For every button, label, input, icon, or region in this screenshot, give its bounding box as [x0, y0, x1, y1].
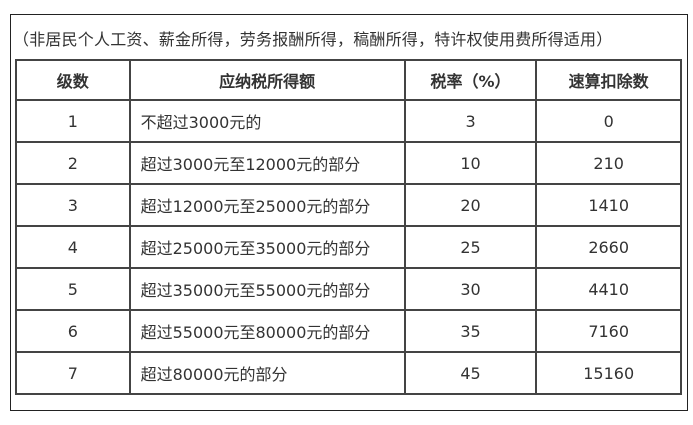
cell-taxable-income: 超过12000元至25000元的部分: [128, 183, 406, 227]
header-quick-deduction: 速算扣除数: [535, 59, 682, 101]
cell-level: 2: [15, 141, 131, 185]
cell-quick-deduction: 15160: [535, 351, 682, 395]
table-caption: （非居民个人工资、薪金所得，劳务报酬所得，稿酬所得，特许权使用费所得适用）: [13, 30, 613, 49]
table-row: 4 超过25000元至35000元的部分 25 2660: [15, 225, 682, 269]
header-level: 级数: [15, 59, 131, 101]
table-row: 6 超过55000元至80000元的部分 35 7160: [15, 309, 682, 353]
header-tax-rate: 税率（%）: [403, 59, 538, 101]
table-row: 7 超过80000元的部分 45 15160: [15, 351, 682, 395]
cell-level: 6: [15, 309, 131, 353]
cell-quick-deduction: 1410: [535, 183, 682, 227]
cell-level: 4: [15, 225, 131, 269]
cell-quick-deduction: 4410: [535, 267, 682, 311]
cell-taxable-income: 不超过3000元的: [128, 99, 406, 143]
document-frame: [10, 14, 688, 411]
tax-rate-table: 级数 应纳税所得额 税率（%） 速算扣除数 1 不超过3000元的 3 0 2 超过300…: [15, 59, 682, 395]
cell-tax-rate: 25: [403, 225, 538, 269]
cell-tax-rate: 10: [403, 141, 538, 185]
header-taxable-income: 应纳税所得额: [128, 59, 406, 101]
cell-quick-deduction: 0: [535, 99, 682, 143]
cell-level: 5: [15, 267, 131, 311]
cell-tax-rate: 30: [403, 267, 538, 311]
cell-tax-rate: 35: [403, 309, 538, 353]
cell-tax-rate: 45: [403, 351, 538, 395]
table-row: 3 超过12000元至25000元的部分 20 1410: [15, 183, 682, 227]
table-row: 1 不超过3000元的 3 0: [15, 99, 682, 143]
cell-tax-rate: 20: [403, 183, 538, 227]
cell-taxable-income: 超过35000元至55000元的部分: [128, 267, 406, 311]
cell-taxable-income: 超过55000元至80000元的部分: [128, 309, 406, 353]
table-row: 5 超过35000元至55000元的部分 30 4410: [15, 267, 682, 311]
cell-level: 1: [15, 99, 131, 143]
table-row: 2 超过3000元至12000元的部分 10 210: [15, 141, 682, 185]
cell-tax-rate: 3: [403, 99, 538, 143]
cell-level: 3: [15, 183, 131, 227]
table-header-row: 级数 应纳税所得额 税率（%） 速算扣除数: [15, 59, 682, 101]
cell-quick-deduction: 210: [535, 141, 682, 185]
cell-taxable-income: 超过3000元至12000元的部分: [128, 141, 406, 185]
cell-taxable-income: 超过25000元至35000元的部分: [128, 225, 406, 269]
cell-taxable-income: 超过80000元的部分: [128, 351, 406, 395]
cell-quick-deduction: 7160: [535, 309, 682, 353]
cell-level: 7: [15, 351, 131, 395]
cell-quick-deduction: 2660: [535, 225, 682, 269]
